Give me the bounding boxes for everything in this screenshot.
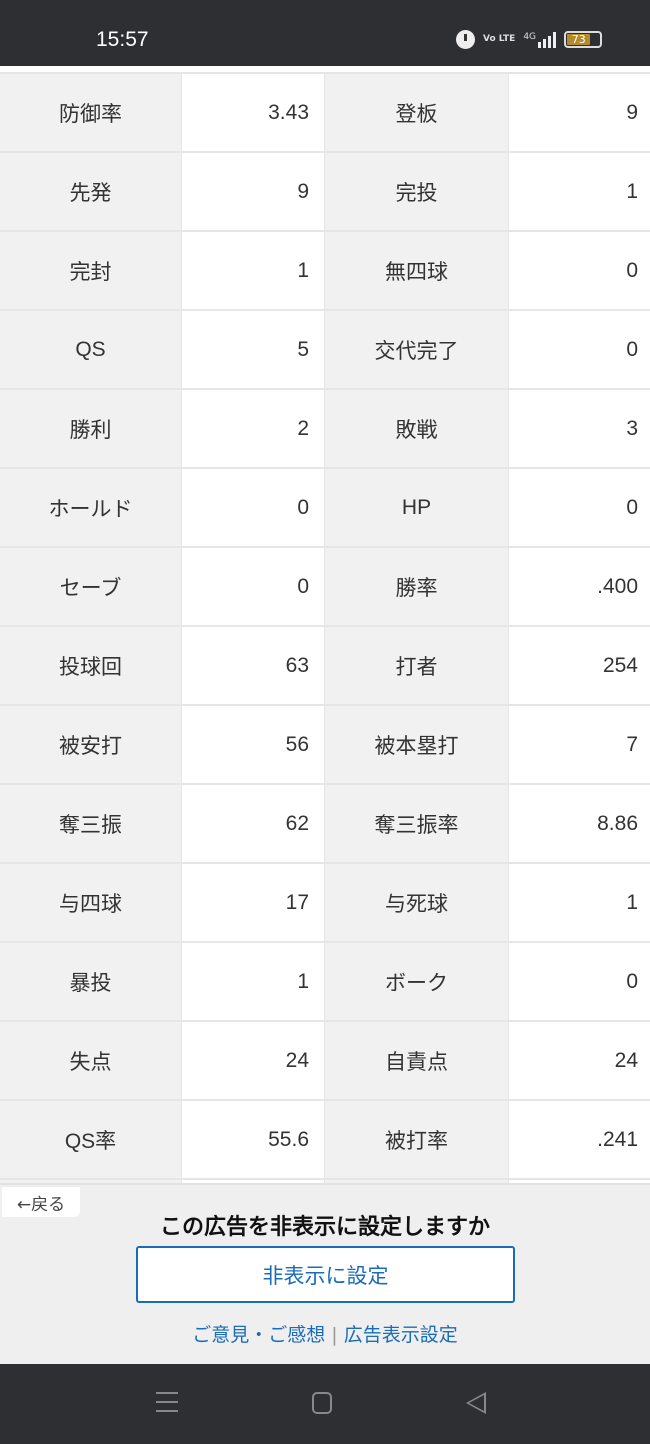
stat-value: [182, 1180, 324, 1183]
stat-label: [0, 1180, 181, 1183]
network-type: 4G: [523, 31, 537, 42]
stat-value: 55.6: [182, 1101, 324, 1178]
stat-label: HP: [325, 469, 508, 546]
clock: 15:57: [96, 28, 149, 51]
recent-apps-icon[interactable]: [156, 1392, 178, 1412]
battery-icon: 73: [564, 31, 603, 48]
stat-value: 0: [509, 469, 650, 546]
stat-value: 0: [182, 469, 324, 546]
stat-value: 24: [509, 1022, 650, 1099]
stat-label: 先発: [0, 153, 181, 230]
stats-row: QS 5 交代完了 0: [0, 311, 650, 390]
pitching-stats-table: 防御率 3.43 登板 9 先発 9 完投 1 完封 1 無四球 0 QS 5 交代完了 0 勝利 2 敗戦 3 ホール…: [0, 72, 650, 1183]
stat-label: 与死球: [325, 864, 508, 941]
stat-value: .241: [509, 1101, 650, 1178]
stat-label: 被本塁打: [325, 706, 508, 783]
stat-value: 1: [182, 232, 324, 309]
link-separator: |: [331, 1324, 338, 1346]
stats-row: 完封 1 無四球 0: [0, 232, 650, 311]
stat-label: 完封: [0, 232, 181, 309]
stat-value: 56: [182, 706, 324, 783]
stat-value: 254: [509, 627, 650, 704]
stat-label: 被安打: [0, 706, 181, 783]
hide-ad-button[interactable]: 非表示に設定: [136, 1246, 515, 1303]
stat-label: 勝利: [0, 390, 181, 467]
ad-hide-panel: ←戻る この広告を非表示に設定しますか 非表示に設定 ご意見・ご感想 | 広告表示設…: [0, 1183, 650, 1364]
signal-icon: 4G: [523, 31, 557, 48]
ad-hide-question: この広告を非表示に設定しますか: [159, 1215, 490, 1240]
stat-label: QS率: [0, 1101, 181, 1178]
ad-settings-link[interactable]: 広告表示設定: [343, 1324, 458, 1346]
stat-label: 防御率: [0, 74, 181, 151]
stats-row: [0, 1180, 650, 1183]
stat-value: 9: [182, 153, 324, 230]
stat-value: 17: [182, 864, 324, 941]
stats-row: 被安打 56 被本塁打 7: [0, 706, 650, 785]
stat-value: 62: [182, 785, 324, 862]
stat-value: 8.86: [509, 785, 650, 862]
stat-label: QS: [0, 311, 181, 388]
stat-label: 暴投: [0, 943, 181, 1020]
status-bar: 15:57 Vo LTE 4G 73: [0, 0, 650, 66]
stats-row: 暴投 1 ボーク 0: [0, 943, 650, 1022]
stat-label: 投球回: [0, 627, 181, 704]
stat-value: 0: [509, 943, 650, 1020]
stat-value: 5: [182, 311, 324, 388]
stat-value: .400: [509, 548, 650, 625]
stat-value: 9: [509, 74, 650, 151]
stats-row: 奪三振 62 奪三振率 8.86: [0, 785, 650, 864]
battery-level: 73: [567, 34, 591, 45]
stat-label: 奪三振: [0, 785, 181, 862]
stat-label: 打者: [325, 627, 508, 704]
stat-value: 3.43: [182, 74, 324, 151]
stat-value: 63: [182, 627, 324, 704]
stat-label: ボーク: [325, 943, 508, 1020]
stat-value: 0: [509, 311, 650, 388]
stat-value: 2: [182, 390, 324, 467]
stat-label: セーブ: [0, 548, 181, 625]
navigation-bar: [0, 1364, 650, 1444]
stats-row: セーブ 0 勝率 .400: [0, 548, 650, 627]
stats-row: QS率 55.6 被打率 .241: [0, 1101, 650, 1180]
stat-value: 0: [182, 548, 324, 625]
stat-label: 被打率: [325, 1101, 508, 1178]
home-icon[interactable]: [312, 1392, 332, 1414]
stat-value: 1: [182, 943, 324, 1020]
stat-label: 自責点: [325, 1022, 508, 1099]
stat-value: 7: [509, 706, 650, 783]
stat-label: ホールド: [0, 469, 181, 546]
stat-label: 交代完了: [325, 311, 508, 388]
stats-row: 投球回 63 打者 254: [0, 627, 650, 706]
stat-label: 勝率: [325, 548, 508, 625]
stat-label: 失点: [0, 1022, 181, 1099]
stat-label: [325, 1180, 508, 1183]
back-nav-icon[interactable]: [466, 1392, 486, 1414]
stat-value: 24: [182, 1022, 324, 1099]
stat-label: 奪三振率: [325, 785, 508, 862]
stat-value: 0: [509, 232, 650, 309]
stat-label: 完投: [325, 153, 508, 230]
stat-label: 登板: [325, 74, 508, 151]
stats-row: ホールド 0 HP 0: [0, 469, 650, 548]
stat-value: [509, 1180, 650, 1183]
stat-label: 与四球: [0, 864, 181, 941]
stats-row: 勝利 2 敗戦 3: [0, 390, 650, 469]
feedback-link[interactable]: ご意見・ご感想: [192, 1324, 326, 1346]
stat-label: 無四球: [325, 232, 508, 309]
alarm-icon: [456, 30, 475, 49]
stat-value: 3: [509, 390, 650, 467]
stats-row: 防御率 3.43 登板 9: [0, 74, 650, 153]
volte-icon: Vo LTE: [483, 34, 516, 44]
stat-value: 1: [509, 153, 650, 230]
stats-row: 失点 24 自責点 24: [0, 1022, 650, 1101]
stats-row: 先発 9 完投 1: [0, 153, 650, 232]
stat-value: 1: [509, 864, 650, 941]
back-button[interactable]: ←戻る: [2, 1187, 80, 1217]
stats-row: 与四球 17 与死球 1: [0, 864, 650, 943]
stat-label: 敗戦: [325, 390, 508, 467]
